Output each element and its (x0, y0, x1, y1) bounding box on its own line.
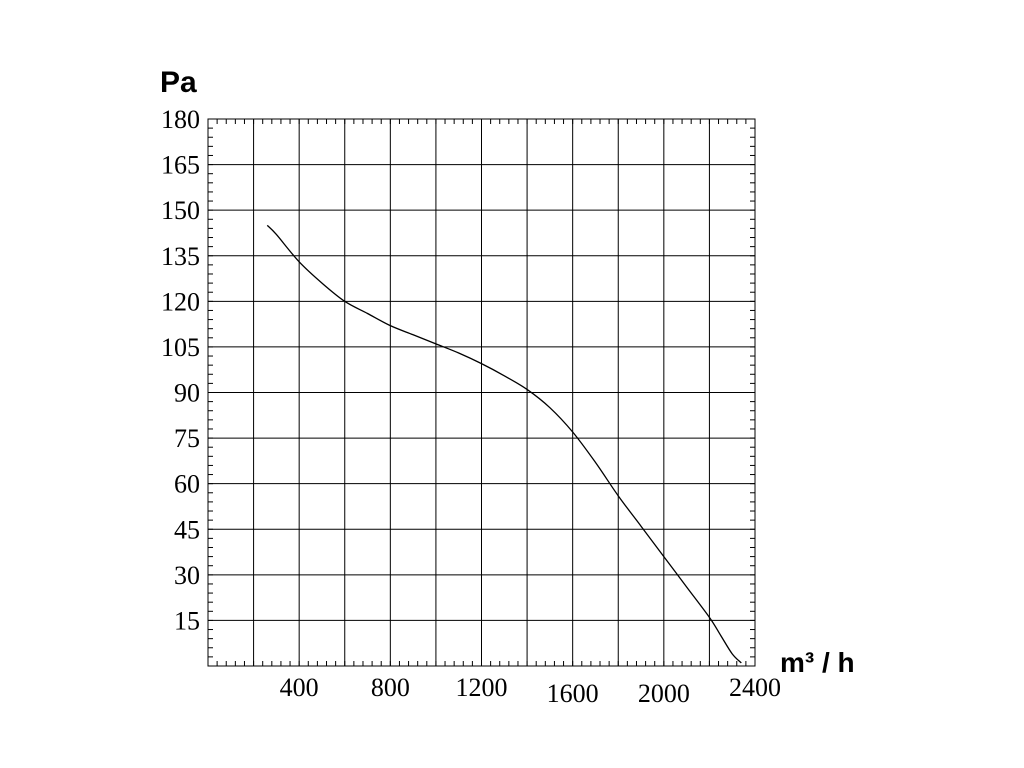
y-tick-label: 105 (161, 333, 200, 362)
y-tick-label: 30 (174, 561, 200, 590)
grid (208, 119, 755, 666)
x-tick-label: 2000 (638, 679, 690, 708)
x-tick-label: 400 (280, 673, 319, 702)
x-tick-label: 2400 (729, 673, 781, 702)
y-tick-label: 15 (174, 606, 200, 635)
x-axis-label: m³ / h (780, 647, 855, 678)
x-tick-label: 1200 (456, 673, 508, 702)
x-tick-label: 800 (371, 673, 410, 702)
y-tick-label: 75 (174, 424, 200, 453)
y-tick-labels: 15 30 45 60 75 90 105 120 135 150 165 180 (161, 105, 200, 635)
x-tick-label: 1600 (547, 679, 599, 708)
y-tick-label: 165 (161, 151, 200, 180)
y-axis-label: Pa (160, 66, 197, 99)
y-tick-label: 180 (161, 105, 200, 134)
series-layer (266, 224, 742, 664)
x-tick-labels: 400 800 1200 1600 2000 2400 (280, 673, 781, 708)
y-tick-label: 120 (161, 287, 200, 316)
y-tick-label: 135 (161, 242, 200, 271)
plot-frame (207, 118, 756, 667)
series-line (266, 224, 742, 664)
y-tick-label: 60 (174, 470, 200, 499)
y-tick-label: 150 (161, 196, 200, 225)
y-tick-label: 45 (174, 515, 200, 544)
y-tick-label: 90 (174, 379, 200, 408)
